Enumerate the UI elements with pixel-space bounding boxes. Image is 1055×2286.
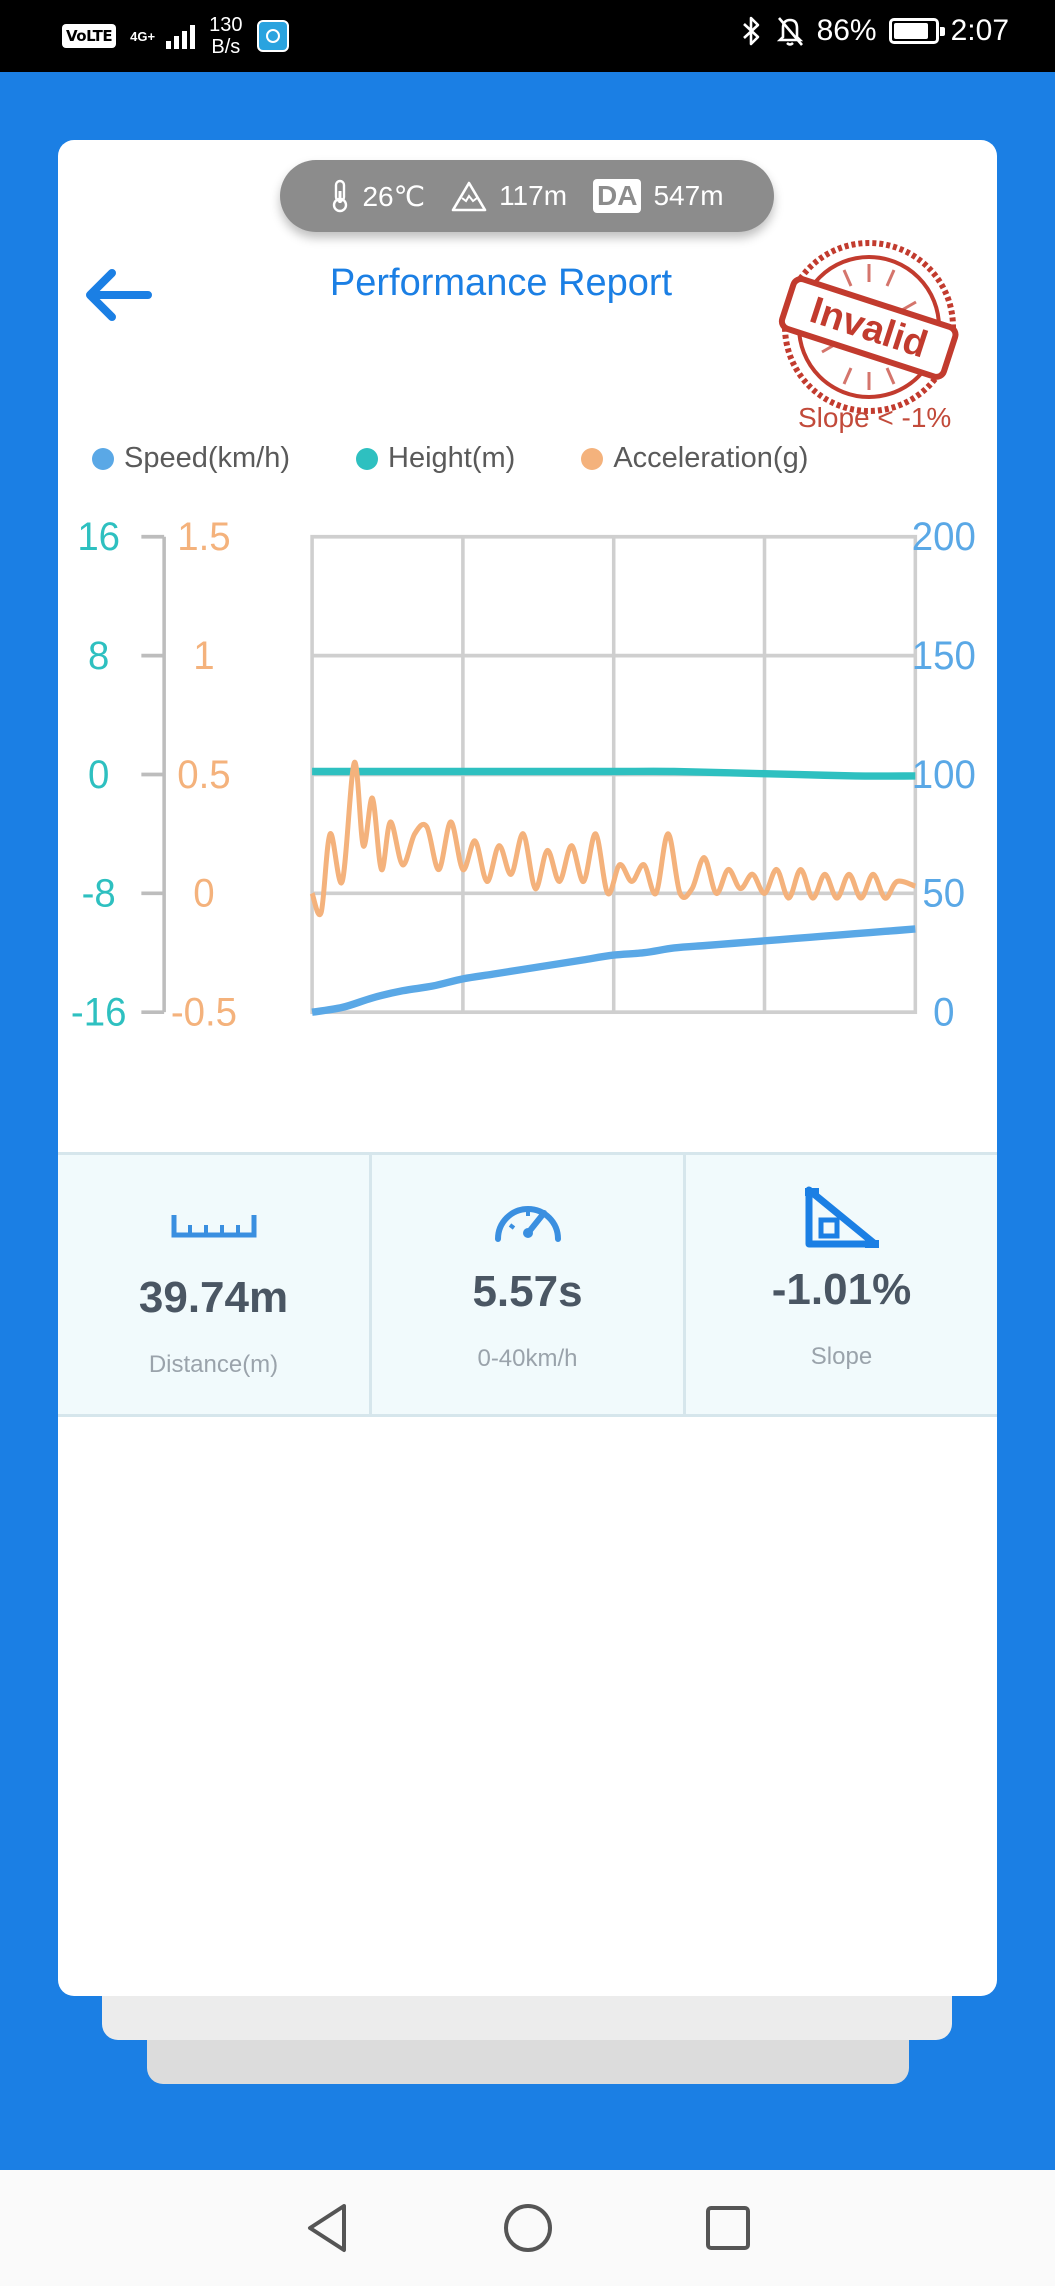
- clock: 2:07: [950, 14, 1009, 47]
- stat-slope: -1.01% Slope: [683, 1155, 997, 1414]
- mountain-icon: [451, 181, 487, 212]
- legend-label-speed: Speed(km/h): [124, 442, 291, 474]
- height-axis-tick-label: 8: [88, 633, 109, 678]
- series-line-acceleration: [309, 759, 917, 918]
- temperature-item: 26℃: [330, 179, 425, 213]
- distance-label: Distance(m): [148, 1351, 279, 1378]
- acceleration-axis-tick-label: 0.5: [177, 752, 230, 797]
- altitude-value: 117m: [499, 180, 568, 211]
- app-notification-icon: [256, 20, 289, 52]
- series-line-speed: [311, 925, 916, 1016]
- legend-dot-height: [356, 447, 379, 470]
- acceleration-axis-tick-label: 0: [193, 871, 214, 916]
- volte-badge: VoLTE: [62, 24, 117, 48]
- thermometer-icon: [333, 179, 348, 213]
- acceleration-axis-tick-label: 1.5: [177, 514, 230, 559]
- environment-pill: 26℃ 117m DA 547m: [280, 160, 774, 232]
- height-axis-tick-label: -16: [71, 990, 127, 1030]
- nav-home-button[interactable]: [498, 2198, 558, 2258]
- legend-label-acceleration: Acceleration(g): [613, 442, 809, 474]
- height-axis-tick-label: -8: [82, 871, 116, 916]
- navigation-bar: [0, 2170, 1055, 2286]
- legend-label-height: Height(m): [388, 442, 516, 474]
- altitude-item: 117m: [451, 180, 567, 212]
- time-label: 0-40km/h: [477, 1345, 578, 1372]
- speed-axis-tick-label: 100: [912, 752, 976, 797]
- speedometer-icon: [492, 1185, 564, 1255]
- circle-home-icon: [503, 2204, 552, 2252]
- acceleration-axis-tick-label: -0.5: [171, 990, 237, 1030]
- nav-back-button[interactable]: [298, 2198, 358, 2258]
- time-value: 5.57s: [472, 1267, 583, 1316]
- chart-legend: Speed(km/h) Height(m) Acceleration(g): [92, 442, 808, 475]
- page-title: Performance Report: [329, 262, 673, 304]
- speed-axis-ticks: 200 150 100 50 0: [912, 514, 976, 1030]
- report-card: 26℃ 117m DA 547m Performance Report: [58, 140, 997, 1996]
- stat-distance: 39.74m Distance(m): [58, 1155, 369, 1414]
- legend-item-speed: Speed(km/h): [92, 442, 290, 475]
- speed-axis-tick-label: 150: [912, 633, 976, 678]
- da-badge: DA: [593, 179, 642, 213]
- network-type: 4G+: [130, 28, 156, 44]
- series-line-height: [312, 767, 916, 780]
- ruler-icon: [170, 1191, 258, 1261]
- arrow-left-icon: [86, 269, 152, 321]
- performance-chart: 16 8 0 -8 -16 1.5 1 0.5 0 -0.5 200 150 100 50 0: [71, 514, 976, 1030]
- acceleration-axis-tick-label: 1: [193, 633, 214, 678]
- temperature-value: 26℃: [362, 180, 426, 212]
- bluetooth-icon: [742, 16, 759, 46]
- status-bar: VoLTE 4G+ 130 B/s 86% 2:07: [0, 0, 1055, 72]
- stamp-note: Slope < -1%: [798, 402, 952, 433]
- speed-axis-tick-label: 50: [922, 871, 965, 916]
- legend-item-acceleration: Acceleration(g): [581, 442, 808, 475]
- speed-axis-tick-label: 0: [933, 990, 954, 1030]
- density-altitude-item: DA 547m: [593, 179, 724, 213]
- slope-icon: [803, 1183, 881, 1253]
- slope-label: Slope: [810, 1343, 873, 1370]
- stats-panel: 39.74m Distance(m) 5.57s 0-40km/h: [58, 1152, 997, 1417]
- stat-acceleration-time: 5.57s 0-40km/h: [369, 1155, 683, 1414]
- distance-value: 39.74m: [138, 1273, 289, 1322]
- square-recents-icon: [705, 2206, 750, 2250]
- height-axis-tick-label: 0: [88, 752, 109, 797]
- density-altitude-value: 547m: [653, 180, 724, 211]
- height-axis-ticks: 16 8 0 -8 -16: [71, 514, 127, 1030]
- data-rate: 130 B/s: [209, 14, 243, 58]
- signal-icon: [166, 23, 196, 49]
- nav-recents-button[interactable]: [698, 2198, 758, 2258]
- speed-axis-tick-label: 200: [912, 514, 976, 559]
- acceleration-axis-ticks: 1.5 1 0.5 0 -0.5: [171, 514, 237, 1030]
- battery-percent: 86%: [816, 14, 877, 47]
- triangle-back-icon: [307, 2204, 346, 2252]
- legend-item-height: Height(m): [356, 442, 515, 475]
- bell-off-icon: [776, 17, 803, 46]
- slope-value: -1.01%: [771, 1265, 912, 1314]
- height-axis-tick-label: 16: [77, 514, 120, 559]
- legend-dot-speed: [92, 447, 114, 470]
- invalid-stamp: Invalid: [778, 240, 959, 414]
- battery-icon: [888, 18, 945, 44]
- back-button[interactable]: [78, 255, 158, 335]
- legend-dot-acceleration: [581, 447, 604, 470]
